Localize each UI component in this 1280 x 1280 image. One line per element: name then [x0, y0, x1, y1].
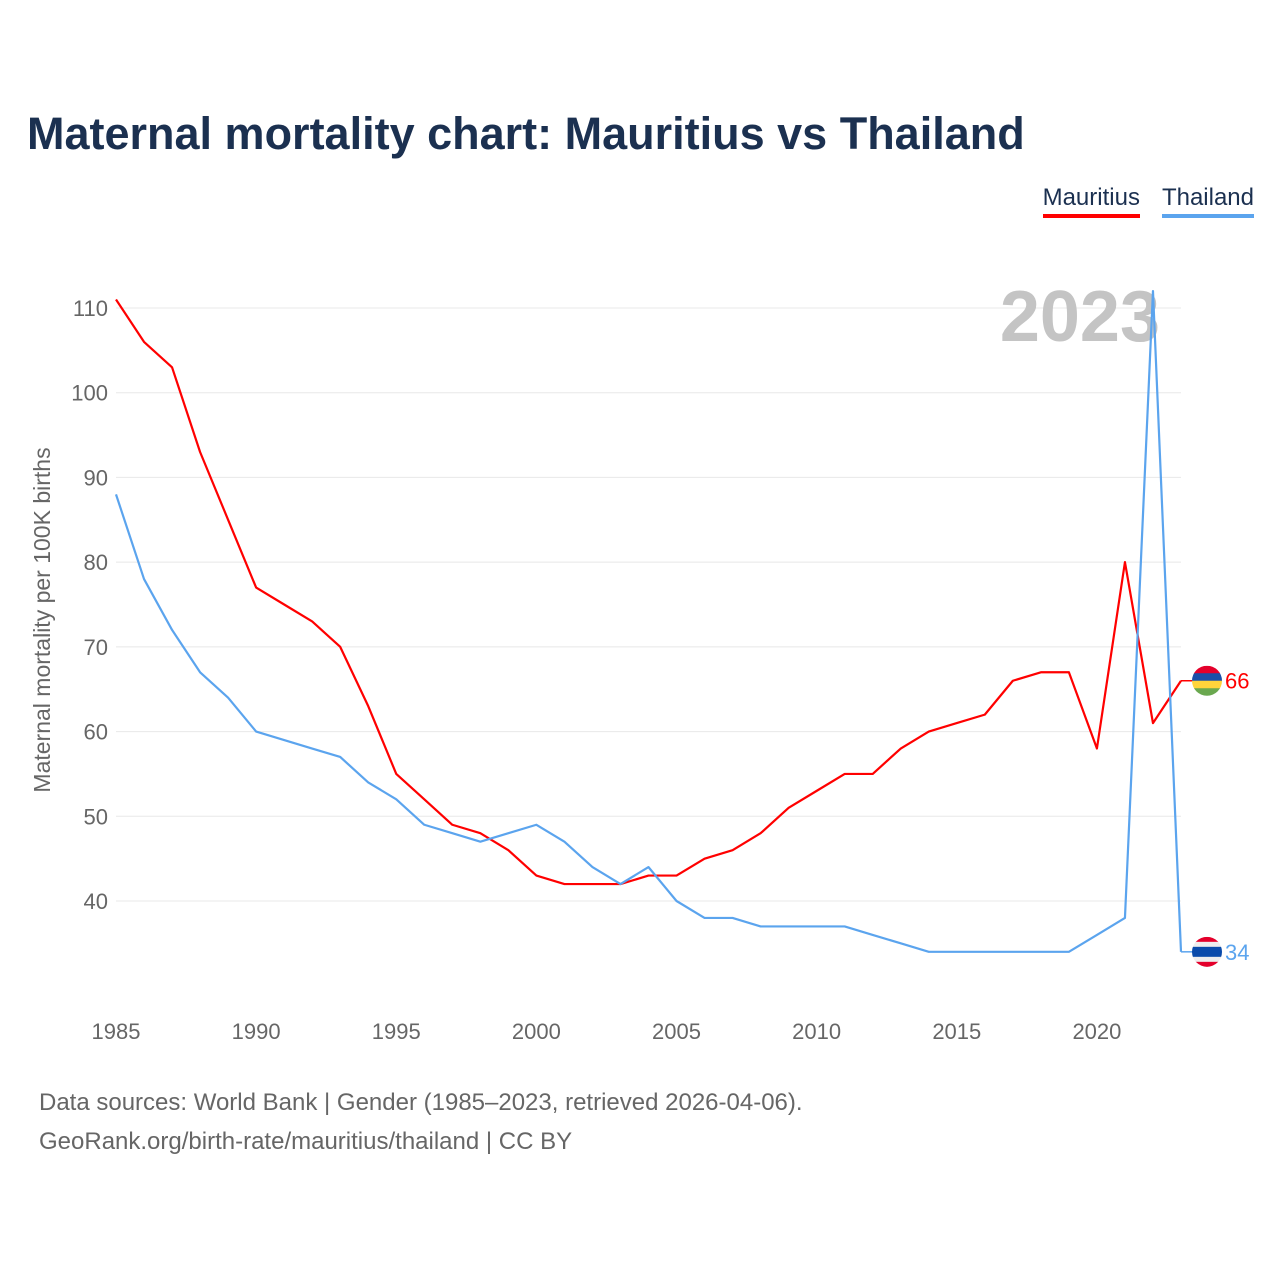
flag-icon-thailand [1192, 936, 1222, 967]
source-note: Data sources: World Bank | Gender (1985–… [39, 1089, 803, 1116]
y-tick-label: 70 [84, 635, 108, 660]
series-line-thailand [114, 289, 1183, 953]
x-tick-label: 1995 [372, 1019, 421, 1044]
y-tick-label: 100 [71, 381, 108, 406]
x-tick-label: 2020 [1072, 1019, 1121, 1044]
end-value-label: 66 [1225, 669, 1249, 694]
y-axis-label: Maternal mortality per 100K births [29, 447, 55, 792]
series-line-mauritius [115, 298, 1182, 886]
y-tick-label: 110 [73, 296, 108, 321]
end-value-label: 34 [1225, 940, 1249, 965]
y-tick-label: 90 [84, 465, 108, 490]
legend-thailand[interactable]: Thailand [1161, 184, 1254, 218]
y-tick-label: 50 [84, 804, 108, 829]
flag-icon-mauritius [1192, 665, 1222, 696]
y-tick-label: 80 [84, 550, 108, 575]
y-tick-label: 40 [84, 889, 108, 914]
year-watermark: 2023 [1000, 277, 1160, 357]
chart-title: Maternal mortality chart: Mauritius vs T… [27, 108, 1025, 159]
y-tick-label: 60 [84, 720, 108, 745]
legend-mauritius[interactable]: Mauritius [1042, 184, 1140, 218]
legend: Mauritius Thailand [1042, 184, 1254, 218]
source-link[interactable]: GeoRank.org/birth-rate/mauritius/thailan… [39, 1128, 573, 1155]
x-tick-label: 2000 [512, 1019, 561, 1044]
x-tick-label: 2010 [792, 1019, 841, 1044]
x-tick-label: 1990 [232, 1019, 281, 1044]
x-tick-label: 2005 [652, 1019, 701, 1044]
x-tick-label: 1985 [92, 1019, 141, 1044]
x-tick-label: 2015 [932, 1019, 981, 1044]
